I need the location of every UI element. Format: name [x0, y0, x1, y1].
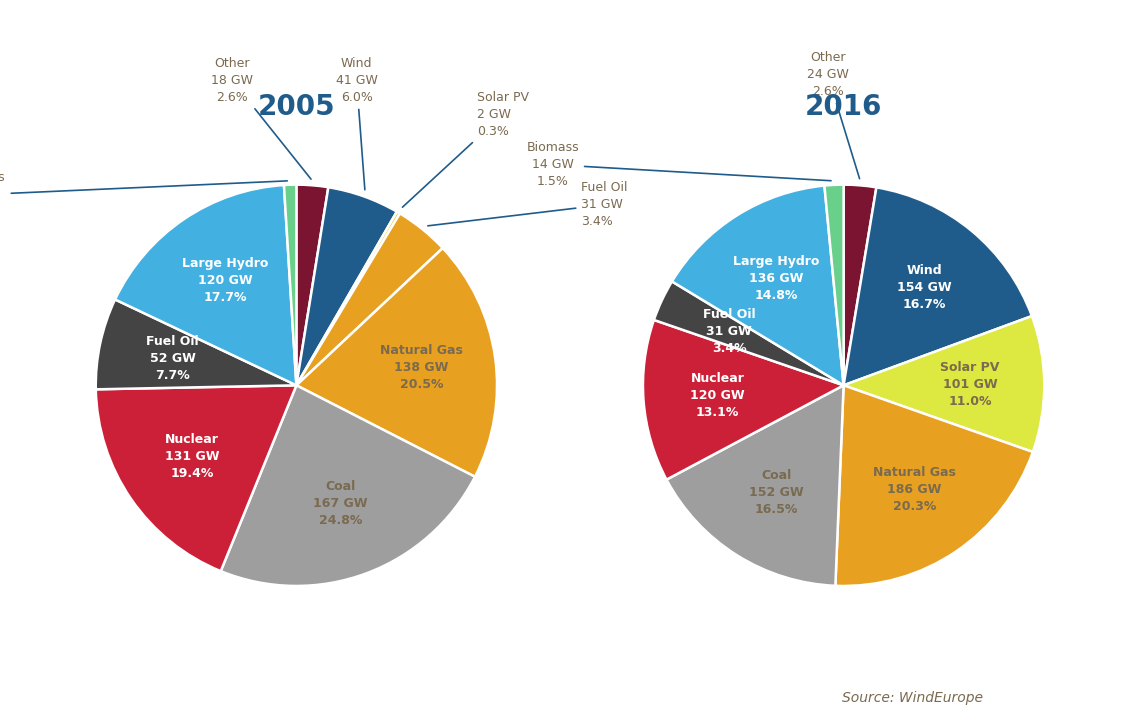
Text: Wind
41 GW
6.0%: Wind 41 GW 6.0%: [335, 57, 377, 190]
Text: Nuclear
131 GW
19.4%: Nuclear 131 GW 19.4%: [165, 433, 220, 481]
Text: Solar PV
2 GW
0.3%: Solar PV 2 GW 0.3%: [402, 91, 529, 207]
Wedge shape: [844, 188, 1032, 385]
Text: Large Hydro
120 GW
17.7%: Large Hydro 120 GW 17.7%: [182, 257, 269, 304]
Wedge shape: [115, 185, 296, 385]
Wedge shape: [96, 385, 296, 571]
Wedge shape: [844, 185, 877, 385]
Wedge shape: [284, 185, 296, 385]
Wedge shape: [296, 214, 442, 385]
Text: Fuel Oil
52 GW
7.7%: Fuel Oil 52 GW 7.7%: [146, 335, 200, 382]
Text: Wind
154 GW
16.7%: Wind 154 GW 16.7%: [897, 265, 952, 311]
Text: Source: WindEurope: Source: WindEurope: [841, 691, 983, 705]
Text: Coal
152 GW
16.5%: Coal 152 GW 16.5%: [749, 469, 804, 516]
Text: Fuel Oil
31 GW
3.4%: Fuel Oil 31 GW 3.4%: [703, 308, 756, 356]
Wedge shape: [836, 385, 1033, 586]
Text: Coal
167 GW
24.8%: Coal 167 GW 24.8%: [314, 481, 367, 527]
Text: Biomass
14 GW
1.5%: Biomass 14 GW 1.5%: [527, 141, 831, 188]
Text: Other
18 GW
2.6%: Other 18 GW 2.6%: [211, 57, 311, 179]
Wedge shape: [643, 320, 844, 480]
Wedge shape: [296, 185, 328, 385]
Title: 2005: 2005: [258, 93, 335, 121]
Text: Biomass
7 GW
1.0%: Biomass 7 GW 1.0%: [0, 171, 287, 218]
Wedge shape: [296, 212, 400, 385]
Text: Other
24 GW
2.6%: Other 24 GW 2.6%: [807, 51, 860, 179]
Text: Fuel Oil
31 GW
3.4%: Fuel Oil 31 GW 3.4%: [428, 181, 628, 228]
Text: Nuclear
120 GW
13.1%: Nuclear 120 GW 13.1%: [691, 371, 744, 419]
Wedge shape: [296, 248, 497, 477]
Wedge shape: [654, 281, 844, 385]
Wedge shape: [671, 185, 844, 385]
Wedge shape: [844, 316, 1044, 452]
Text: Solar PV
101 GW
11.0%: Solar PV 101 GW 11.0%: [940, 361, 1000, 408]
Text: Natural Gas
186 GW
20.3%: Natural Gas 186 GW 20.3%: [873, 467, 956, 513]
Wedge shape: [296, 188, 397, 385]
Text: Large Hydro
136 GW
14.8%: Large Hydro 136 GW 14.8%: [733, 254, 820, 302]
Wedge shape: [824, 185, 844, 385]
Wedge shape: [667, 385, 844, 586]
Title: 2016: 2016: [805, 93, 882, 121]
Wedge shape: [221, 385, 475, 586]
Wedge shape: [96, 300, 296, 390]
Text: Natural Gas
138 GW
20.5%: Natural Gas 138 GW 20.5%: [380, 344, 463, 391]
